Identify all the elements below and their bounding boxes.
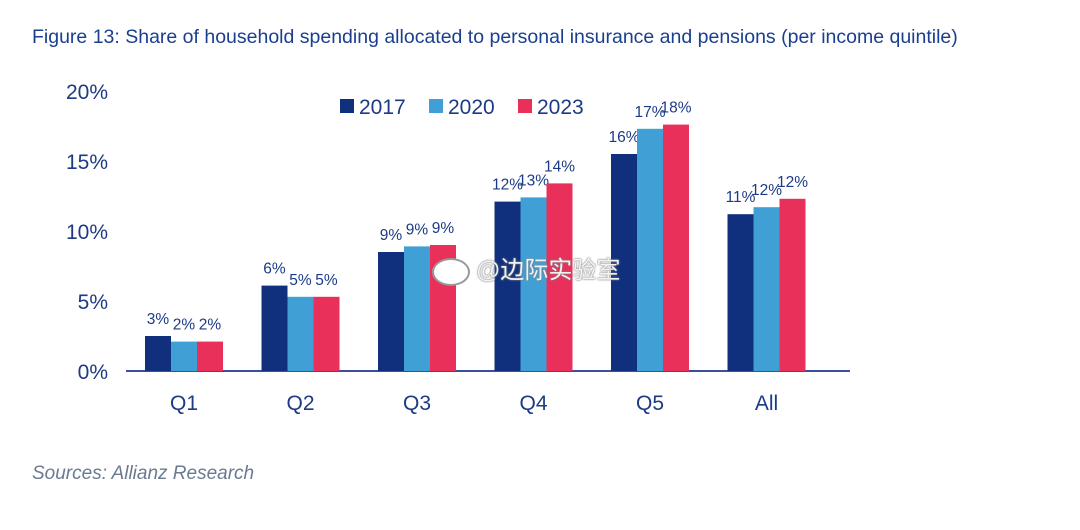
bar-2023-Q5 [663,124,689,371]
data-label: 9% [432,220,455,237]
data-label: 2% [199,317,222,334]
source-note: Sources: Allianz Research [32,463,255,484]
bar-2023-Q4 [546,183,573,371]
legend-label: 2023 [537,96,584,119]
data-label: 14% [544,158,575,175]
x-tick-label: Q1 [170,392,198,415]
bar-2020-Q2 [287,296,314,371]
bar-2017-Q4 [494,201,521,371]
data-label: 17% [634,104,665,121]
y-tick-label: 20% [66,81,108,104]
data-label: 2% [173,317,196,334]
data-label: 6% [263,261,286,278]
data-label: 12% [777,174,808,191]
x-tick-label: All [755,392,778,415]
data-label: 5% [289,272,312,289]
legend-label: 2020 [448,96,495,119]
y-tick-label: 5% [78,291,108,314]
x-tick-label: Q4 [519,392,547,415]
bar-2023-Q2 [313,296,340,371]
x-tick-label: Q3 [403,392,431,415]
data-label: 9% [380,227,403,244]
legend-swatch-2020 [429,99,443,113]
x-tick-label: Q2 [286,392,314,415]
data-label: 3% [147,311,170,328]
watermark: @边际实验室 [432,250,620,286]
x-tick-label: Q5 [636,392,664,415]
bar-2020-Q1 [171,341,197,371]
data-label: 9% [406,221,429,238]
bar-2017-Q3 [378,252,404,371]
watermark-text: @边际实验室 [476,257,621,284]
y-tick-label: 10% [66,221,108,244]
data-label: 12% [492,177,523,194]
data-label: 13% [518,172,549,189]
data-label: 12% [751,182,782,199]
bar-2023-Q1 [197,341,223,371]
bar-2017-Q2 [261,285,288,371]
legend-label: 2017 [359,96,406,119]
data-label: 16% [608,129,639,146]
bar-2020-All [753,207,780,371]
data-label: 18% [660,100,691,117]
y-tick-label: 0% [78,361,108,384]
bar-2017-All [727,214,754,371]
bar-2020-Q3 [404,246,430,371]
y-tick-label: 15% [66,151,108,174]
bar-2017-Q5 [611,154,637,371]
chart-title: Figure 13: Share of household spending a… [32,26,958,48]
legend-swatch-2017 [340,99,354,113]
data-label: 5% [315,272,338,289]
bar-2017-Q1 [145,336,171,371]
bar-2023-All [779,198,806,371]
weibo-logo-icon [432,257,470,286]
bar-2020-Q4 [520,197,547,371]
bar-2020-Q5 [637,128,663,371]
legend-swatch-2023 [518,99,532,113]
data-label: 11% [726,189,756,206]
